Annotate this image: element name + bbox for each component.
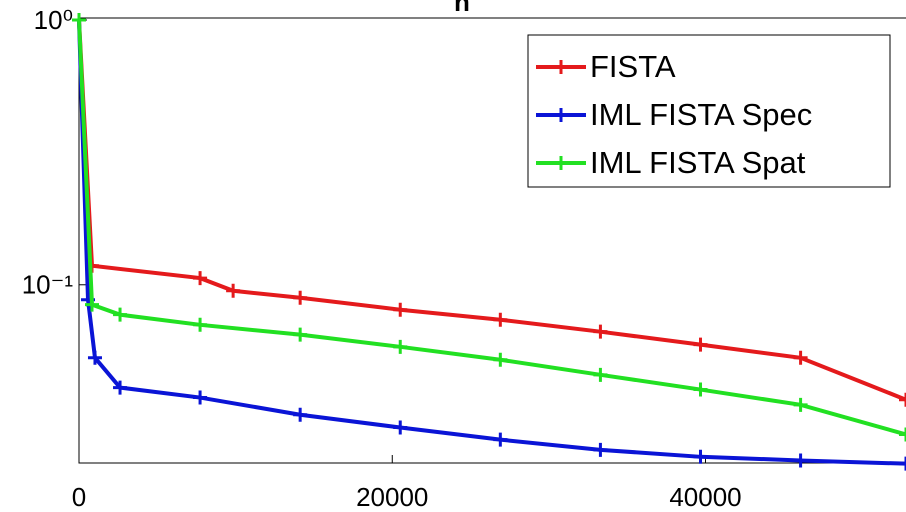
legend-marker (554, 60, 568, 74)
legend-label: IML FISTA Spec (590, 97, 812, 132)
x-tick-label: 0 (72, 482, 86, 512)
point-marker (793, 397, 808, 412)
series-line (77, 19, 906, 466)
point-marker (493, 312, 508, 327)
legend-label: IML FISTA Spat (590, 145, 806, 180)
point-marker (72, 13, 86, 27)
point-marker (793, 453, 808, 468)
legend-marker (554, 108, 568, 122)
point-marker (899, 456, 906, 471)
point-marker (593, 367, 608, 382)
point-marker (113, 307, 128, 322)
point-marker (293, 407, 308, 422)
point-marker (593, 442, 608, 457)
point-marker (293, 290, 308, 305)
point-marker (693, 449, 708, 464)
point-marker (393, 420, 408, 435)
point-marker (899, 392, 906, 407)
point-marker (193, 390, 208, 405)
point-marker (593, 324, 608, 339)
x-tick-label: 20000 (356, 482, 428, 512)
point-marker (393, 302, 408, 317)
legend-label: FISTA (590, 49, 676, 84)
point-marker (493, 352, 508, 367)
point-marker (87, 350, 102, 365)
point-marker (493, 432, 508, 447)
y-tick-label: 10⁰ (34, 5, 73, 35)
point-marker (193, 271, 208, 286)
legend-box (527, 34, 891, 188)
point-marker (693, 337, 708, 352)
point-marker (226, 283, 241, 298)
point-marker (793, 350, 808, 365)
point-marker (85, 297, 100, 312)
chart-title: n (454, 0, 470, 17)
point-marker (693, 382, 708, 397)
y-tick-label: 10⁻¹ (22, 270, 74, 300)
x-tick-label: 40000 (669, 482, 741, 512)
plot-frame (78, 17, 906, 464)
point-marker (393, 339, 408, 354)
point-marker (293, 327, 308, 342)
point-marker (113, 380, 128, 395)
point-marker (899, 427, 906, 442)
point-marker (193, 317, 208, 332)
legend-marker (554, 156, 568, 170)
